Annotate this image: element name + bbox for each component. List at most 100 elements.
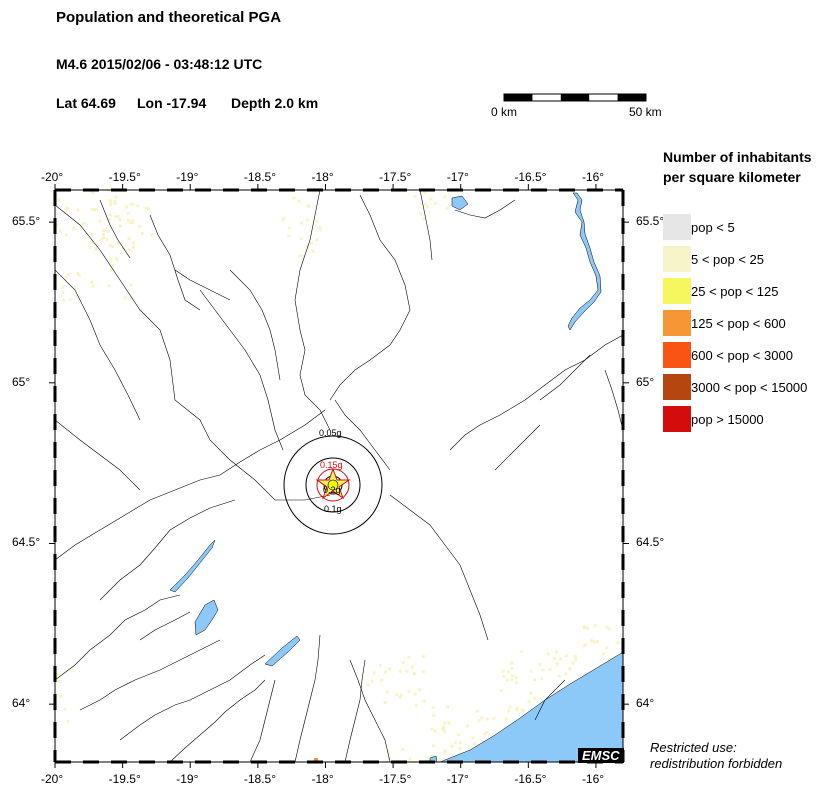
lon-tick-label: -17.5° (379, 772, 412, 786)
population-cell (314, 758, 318, 762)
population-cell (370, 679, 374, 683)
population-cell (80, 222, 84, 226)
population-cell (405, 669, 409, 673)
population-cell (118, 224, 122, 228)
population-cell (378, 663, 382, 667)
population-cell (485, 717, 489, 721)
depth-label: Depth 2.0 km (231, 95, 319, 111)
population-cell (492, 716, 496, 720)
population-cell (408, 757, 412, 761)
population-cell (127, 236, 131, 240)
population-cell (501, 669, 505, 673)
lon-tick-label: -17° (446, 170, 469, 184)
population-cell (447, 721, 451, 725)
population-cell (372, 671, 376, 675)
population-cell (310, 241, 314, 245)
population-cell (99, 238, 103, 242)
reservoir-west (169, 539, 216, 593)
population-cell (90, 239, 94, 243)
population-cell (91, 190, 95, 194)
lon-tick-label: -18.5° (243, 772, 276, 786)
population-cell (401, 660, 405, 664)
population-cell (107, 284, 111, 288)
population-cell (107, 190, 111, 193)
population-cell (442, 751, 446, 755)
population-cell (509, 661, 513, 665)
population-cell (131, 202, 135, 206)
population-cell (114, 215, 118, 219)
population-cell (74, 286, 78, 290)
population-cell (398, 669, 402, 673)
population-cell (131, 218, 135, 222)
population-cell (552, 656, 556, 660)
population-cell (57, 671, 61, 675)
lon-tick-label: -16.5° (514, 772, 547, 786)
population-cell (91, 232, 95, 236)
population-cell (109, 257, 113, 261)
population-cell (421, 670, 425, 674)
population-cell (574, 657, 578, 661)
legend-swatch (663, 278, 691, 304)
population-cell (429, 197, 433, 201)
lat-tick-label: 65° (12, 374, 31, 389)
population-cell (67, 272, 71, 276)
population-cell (514, 681, 518, 685)
population-cell (564, 672, 568, 676)
population-cell (457, 733, 461, 737)
population-cell (401, 747, 405, 751)
population-cell (437, 760, 441, 762)
population-cell (108, 217, 112, 221)
population-cell (546, 652, 550, 656)
river-east (567, 192, 602, 331)
population-cell (527, 700, 531, 704)
population-cell (475, 709, 479, 713)
population-cell (83, 222, 87, 226)
population-cell (477, 719, 481, 723)
population-cell (445, 207, 449, 211)
restriction-line1: Restricted use: (650, 740, 737, 755)
population-cell (407, 689, 411, 693)
population-cell (94, 247, 98, 251)
population-cell (101, 232, 105, 236)
population-cell (301, 254, 305, 258)
population-cell (504, 717, 508, 721)
population-cell (59, 695, 63, 699)
population-cell (66, 719, 70, 723)
sea-area (439, 651, 623, 762)
population-cell (103, 228, 107, 232)
population-cell (398, 695, 402, 699)
lon-tick-label: -16.5° (514, 170, 547, 184)
lon-tick-label: -19.5° (108, 170, 141, 184)
population-cell (76, 271, 80, 275)
scale-bar (503, 93, 647, 102)
lon-tick-label: -18.5° (243, 170, 276, 184)
population-cell (116, 214, 120, 218)
population-cell (616, 641, 620, 645)
lake-south (264, 635, 301, 667)
population-cell (596, 640, 600, 644)
population-cell (98, 219, 102, 223)
population-cell (541, 668, 545, 672)
population-cell (109, 203, 113, 207)
population-cell (481, 740, 485, 744)
population-cell (582, 624, 586, 628)
population-cell (571, 661, 575, 665)
population-cell (593, 640, 597, 644)
lat-tick-label: 65.5° (636, 214, 665, 229)
pga-label-outer: 0.05g (319, 428, 342, 438)
lon-tick-label: -19° (176, 170, 199, 184)
population-cell (114, 195, 118, 199)
population-cell (430, 753, 434, 757)
population-cell (292, 196, 296, 200)
population-cell (538, 662, 542, 666)
population-cell (55, 223, 59, 227)
population-cell (306, 218, 310, 222)
population-cell (395, 692, 399, 696)
population-cell (557, 674, 561, 678)
lon-tick-label: -18° (311, 772, 334, 786)
legend-swatch (663, 310, 691, 336)
population-cell (61, 291, 65, 295)
legend-title-line2: per square kilometer (663, 169, 801, 185)
legend-swatch (663, 214, 691, 240)
population-cell (443, 195, 447, 199)
